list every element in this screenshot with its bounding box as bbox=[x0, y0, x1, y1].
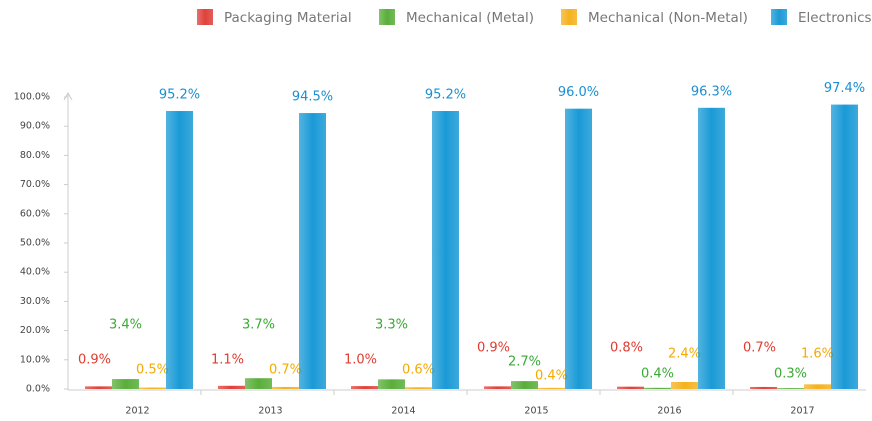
x-tick-label: 2014 bbox=[391, 406, 415, 417]
value-label: 96.3% bbox=[691, 84, 732, 99]
legend-label: Packaging Material bbox=[224, 10, 352, 26]
value-label: 0.8% bbox=[610, 341, 643, 356]
value-label: 2.4% bbox=[668, 347, 701, 362]
value-label: 0.5% bbox=[136, 363, 169, 378]
bar bbox=[112, 379, 139, 389]
bar bbox=[405, 387, 432, 389]
legend-swatch bbox=[561, 9, 577, 25]
bar bbox=[617, 386, 644, 389]
x-tick-label: 2015 bbox=[524, 406, 548, 417]
legend-label: Mechanical (Metal) bbox=[406, 10, 534, 26]
value-label: 1.1% bbox=[211, 353, 244, 368]
y-tick-label: 30.0% bbox=[20, 296, 50, 307]
bar bbox=[671, 381, 698, 389]
bar bbox=[245, 378, 272, 389]
value-label: 3.7% bbox=[242, 318, 275, 333]
value-label: 0.4% bbox=[641, 367, 674, 382]
y-tick-label: 90.0% bbox=[20, 121, 50, 132]
bar bbox=[432, 111, 459, 390]
bar bbox=[777, 388, 804, 389]
value-label: 97.4% bbox=[824, 81, 865, 96]
value-label: 2.7% bbox=[508, 355, 541, 370]
bar bbox=[272, 386, 299, 389]
bar bbox=[831, 104, 858, 389]
y-tick-label: 100.0% bbox=[14, 92, 50, 103]
bar bbox=[166, 111, 193, 390]
x-tick-label: 2016 bbox=[657, 406, 681, 417]
value-label: 94.5% bbox=[292, 90, 333, 105]
value-label: 0.3% bbox=[774, 367, 807, 382]
value-label: 1.0% bbox=[344, 353, 377, 368]
x-tick-label: 2012 bbox=[125, 406, 149, 417]
legend-label: Mechanical (Non-Metal) bbox=[588, 10, 748, 26]
legend-swatch bbox=[771, 9, 787, 25]
value-label: 1.6% bbox=[801, 347, 834, 362]
legend-swatch bbox=[379, 9, 395, 25]
y-tick-label: 80.0% bbox=[20, 150, 50, 161]
y-tick-label: 10.0% bbox=[20, 354, 50, 365]
value-label: 95.2% bbox=[425, 88, 466, 103]
value-label: 0.7% bbox=[269, 363, 302, 378]
x-tick-label: 2017 bbox=[790, 406, 814, 417]
value-label: 3.3% bbox=[375, 318, 408, 333]
bar bbox=[644, 387, 671, 389]
y-tick-label: 70.0% bbox=[20, 179, 50, 190]
bar bbox=[139, 387, 166, 389]
y-tick-label: 50.0% bbox=[20, 238, 50, 249]
bar bbox=[299, 113, 326, 389]
bar bbox=[565, 108, 592, 390]
legend-label: Electronics bbox=[798, 10, 872, 26]
bar bbox=[378, 379, 405, 389]
value-label: 0.9% bbox=[477, 341, 510, 356]
y-axis-arrow bbox=[63, 91, 73, 101]
bar bbox=[538, 387, 565, 389]
value-label: 3.4% bbox=[109, 318, 142, 333]
value-label: 95.2% bbox=[159, 88, 200, 103]
bar bbox=[750, 386, 777, 389]
x-tick-label: 2013 bbox=[258, 406, 282, 417]
value-label: 0.4% bbox=[535, 369, 568, 384]
bar bbox=[351, 386, 378, 389]
bar bbox=[218, 385, 245, 389]
value-label: 0.7% bbox=[743, 341, 776, 356]
value-label: 0.9% bbox=[78, 353, 111, 368]
bar bbox=[85, 386, 112, 389]
value-label: 96.0% bbox=[558, 85, 599, 100]
y-tick-label: 60.0% bbox=[20, 208, 50, 219]
bar bbox=[804, 384, 831, 389]
y-tick-label: 0.0% bbox=[26, 384, 50, 395]
legend-swatch bbox=[197, 9, 213, 25]
y-tick-label: 20.0% bbox=[20, 325, 50, 336]
bar bbox=[484, 386, 511, 389]
bar bbox=[511, 381, 538, 389]
value-label: 0.6% bbox=[402, 363, 435, 378]
bar bbox=[698, 107, 725, 389]
y-tick-label: 40.0% bbox=[20, 267, 50, 278]
